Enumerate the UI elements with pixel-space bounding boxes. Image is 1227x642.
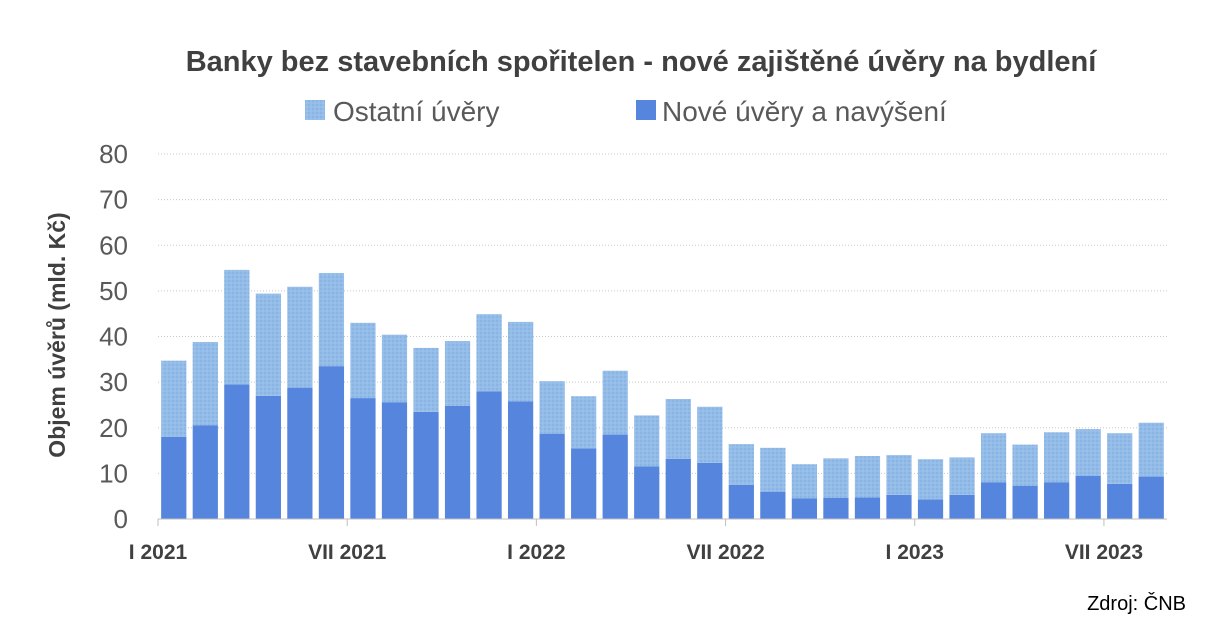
bar-ostatni-uvery [539,381,565,434]
bar-ostatni-uvery [1107,433,1133,484]
bar-nove-uvery [507,401,534,519]
bar-nove-uvery [854,497,881,519]
y-tick-label: 60 [99,230,128,260]
bar-ostatni-uvery [980,433,1007,483]
bar-nove-uvery [287,387,313,519]
bar-ostatni-uvery [949,457,975,495]
y-tick-label: 80 [99,139,128,169]
bar-ostatni-uvery [886,455,912,495]
bar-ostatni-uvery [634,415,660,467]
bar-nove-uvery [760,491,786,519]
bar-ostatni-uvery [413,347,439,412]
bar-nove-uvery [1107,483,1133,519]
bar-nove-uvery [949,494,975,519]
bar-nove-uvery [413,411,439,519]
bar-nove-uvery [697,462,723,519]
legend-swatch-ostatni [305,100,325,120]
bar-ostatni-uvery [255,293,281,396]
bar-ostatni-uvery [444,341,471,406]
bar-nove-uvery [224,384,250,519]
bar-ostatni-uvery [381,334,408,403]
bar-nove-uvery [1044,482,1070,519]
bar-ostatni-uvery [476,314,502,392]
x-tick-label: VII 2022 [686,541,764,564]
bar-ostatni-uvery [602,370,628,435]
y-axis-label: Objem úvěrů (mld. Kč) [44,212,70,457]
bar-ostatni-uvery [1012,444,1038,486]
bar-nove-uvery [1075,475,1101,519]
bar-ostatni-uvery [728,444,754,485]
x-axis-ticks: I 2021 VII 2021 I 2022 VII 2022 I 2023 VII 20… [129,519,1143,564]
bar-ostatni-uvery [287,286,313,388]
bar-nove-uvery [350,398,376,519]
legend-label-ostatni: Ostatní úvěry [333,96,500,127]
bar-ostatni-uvery [507,321,534,402]
bar-nove-uvery [823,498,849,519]
source-note: Zdroj: ČNB [1087,592,1186,615]
bars [161,269,1164,519]
legend: Ostatní úvěry Nové úvěry a navýšení [305,96,947,127]
y-tick-label: 70 [99,185,128,215]
chart-title: Banky bez stavebních spořitelen - nové z… [186,46,1098,78]
bar-nove-uvery [634,466,660,519]
bar-ostatni-uvery [854,456,881,498]
bar-ostatni-uvery [350,322,376,399]
bar-ostatni-uvery [791,464,818,499]
x-tick-label: VII 2023 [1065,541,1143,564]
x-tick-label: I 2021 [129,541,188,564]
bar-nove-uvery [255,395,281,519]
bar-nove-uvery [161,436,187,519]
bar-ostatni-uvery [1075,429,1101,476]
bar-ostatni-uvery [917,459,944,500]
x-tick-label: VII 2021 [308,541,387,564]
y-tick-label: 30 [99,367,128,397]
y-tick-label: 20 [99,413,128,443]
bar-ostatni-uvery [697,406,723,463]
bar-nove-uvery [571,448,597,519]
bar-ostatni-uvery [318,273,345,367]
bar-ostatni-uvery [823,458,849,499]
bar-ostatni-uvery [760,447,786,492]
bar-nove-uvery [1012,485,1038,519]
y-tick-label: 10 [99,458,128,488]
bar-ostatni-uvery [665,399,691,459]
bar-nove-uvery [318,366,345,519]
bar-ostatni-uvery [192,341,218,426]
bar-nove-uvery [444,405,471,519]
y-tick-label: 40 [99,322,128,352]
bar-nove-uvery [1138,476,1164,519]
bar-nove-uvery [917,499,944,519]
bar-nove-uvery [665,458,691,519]
y-axis-ticks: 0 10 20 30 40 50 60 70 80 [99,139,128,534]
legend-label-nove: Nové úvěry a navýšení [662,96,947,127]
bar-nove-uvery [791,498,818,519]
y-tick-label: 0 [114,504,128,534]
x-tick-label: I 2023 [886,541,944,564]
y-tick-label: 50 [99,276,128,306]
bar-nove-uvery [381,402,408,519]
bar-nove-uvery [476,391,502,519]
bar-nove-uvery [602,434,628,519]
bar-nove-uvery [539,433,565,519]
bar-nove-uvery [980,482,1007,519]
bar-ostatni-uvery [224,269,250,385]
bar-ostatni-uvery [571,396,597,449]
legend-swatch-nove [636,100,656,120]
bar-nove-uvery [886,494,912,519]
bar-ostatni-uvery [1138,422,1164,477]
bar-ostatni-uvery [1044,432,1070,483]
x-tick-label: I 2022 [507,541,565,564]
bar-nove-uvery [728,484,754,519]
bar-ostatni-uvery [161,360,187,437]
bar-nove-uvery [192,425,218,519]
